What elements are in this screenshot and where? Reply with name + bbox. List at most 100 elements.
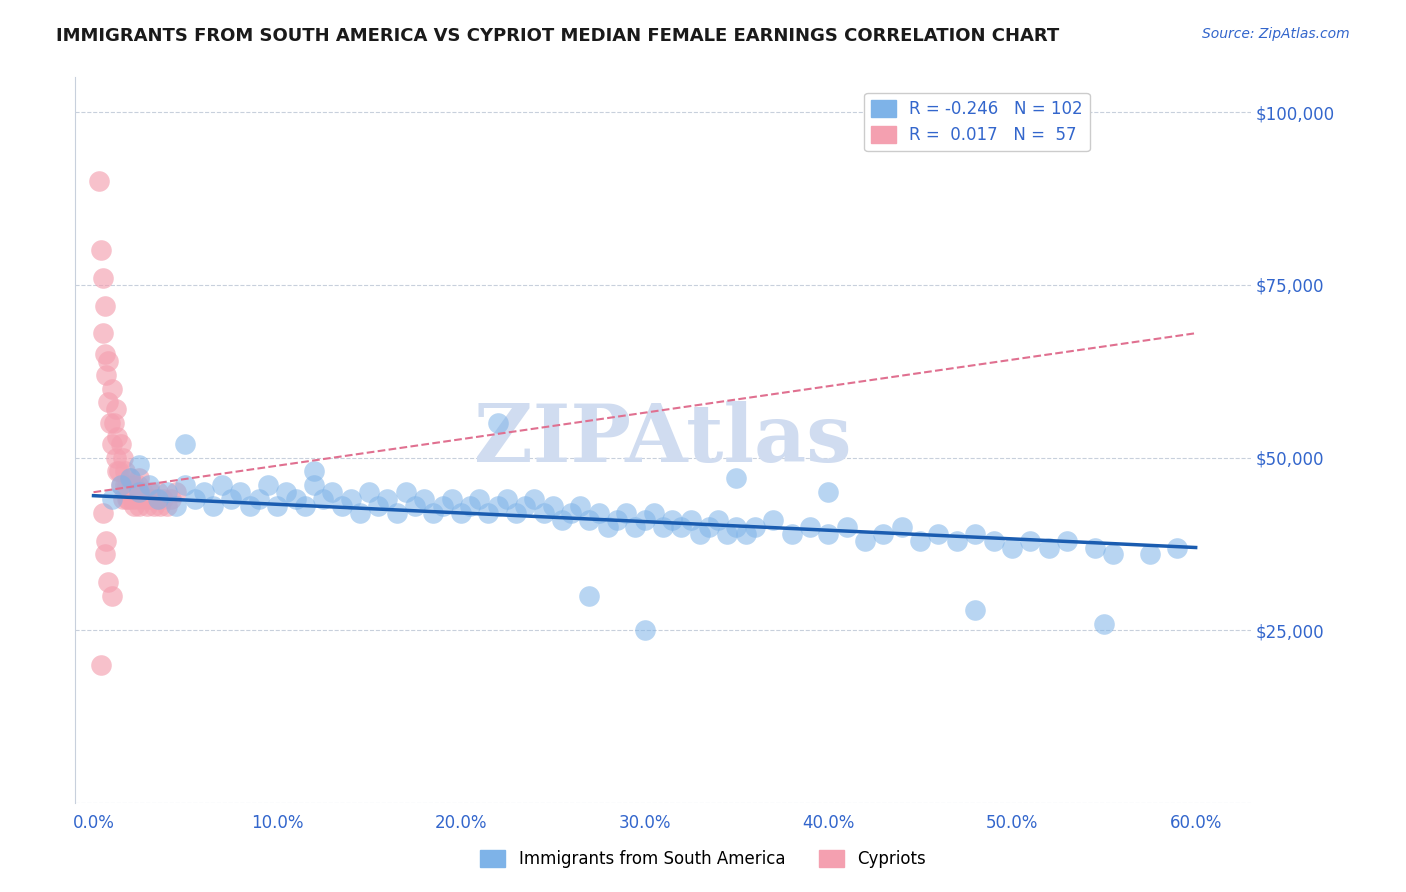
Point (138, 492, 160, 507)
Point (110, 437, 132, 451)
Point (505, 506, 527, 520)
Point (1092, 616, 1115, 631)
Point (174, 437, 197, 451)
Point (780, 526, 803, 541)
Point (744, 520, 766, 534)
Point (330, 499, 353, 513)
Point (101, 382, 124, 396)
Point (294, 499, 316, 513)
Text: Source: ZipAtlas.com: Source: ZipAtlas.com (1202, 27, 1350, 41)
Point (96, 368, 118, 382)
Point (103, 416, 125, 430)
Point (633, 624, 655, 638)
Point (145, 492, 167, 507)
Point (152, 492, 174, 507)
Point (1084, 541, 1107, 555)
Point (97, 575, 120, 590)
Point (128, 485, 150, 500)
Point (146, 492, 169, 507)
Point (1038, 541, 1060, 555)
Point (97, 395, 120, 409)
Legend: Immigrants from South America, Cypriots: Immigrants from South America, Cypriots (474, 843, 932, 875)
Point (105, 430, 128, 444)
Point (132, 485, 155, 500)
Point (321, 485, 343, 500)
Point (117, 492, 139, 507)
Point (853, 533, 876, 548)
Point (762, 513, 785, 527)
Point (716, 526, 738, 541)
Point (122, 478, 145, 492)
Point (578, 589, 600, 603)
Point (1019, 533, 1042, 548)
Point (146, 485, 169, 500)
Point (422, 506, 444, 520)
Point (377, 492, 399, 507)
Point (284, 492, 307, 507)
Point (440, 492, 463, 507)
Point (946, 533, 969, 548)
Point (633, 513, 655, 527)
Point (1056, 533, 1078, 548)
Point (90, 244, 112, 258)
Point (90, 658, 112, 673)
Point (276, 485, 298, 500)
Point (799, 520, 821, 534)
Point (174, 478, 197, 492)
Point (87, 174, 110, 188)
Point (606, 513, 628, 527)
Point (104, 450, 127, 465)
Point (104, 402, 127, 417)
Point (122, 499, 145, 513)
Point (121, 492, 143, 507)
Point (432, 499, 454, 513)
Point (266, 499, 288, 513)
Point (357, 485, 380, 500)
Point (101, 437, 124, 451)
Point (697, 520, 720, 534)
Point (908, 533, 931, 548)
Point (1166, 541, 1188, 555)
Legend: R = -0.246   N = 102, R =  0.017   N =  57: R = -0.246 N = 102, R = 0.017 N = 57 (865, 93, 1090, 151)
Point (165, 499, 187, 513)
Point (643, 506, 665, 520)
Point (98, 416, 121, 430)
Point (312, 492, 335, 507)
Point (115, 492, 138, 507)
Point (486, 416, 509, 430)
Point (495, 492, 517, 507)
Point (156, 499, 179, 513)
Point (101, 492, 124, 507)
Point (229, 485, 252, 500)
Point (468, 492, 491, 507)
Point (1139, 548, 1161, 562)
Point (817, 485, 839, 500)
Point (128, 499, 150, 513)
Point (734, 526, 756, 541)
Point (149, 499, 172, 513)
Point (125, 492, 148, 507)
Point (835, 520, 858, 534)
Point (128, 458, 150, 472)
Point (339, 492, 361, 507)
Point (965, 526, 987, 541)
Point (413, 492, 436, 507)
Point (927, 526, 949, 541)
Point (91, 506, 114, 520)
Point (201, 499, 224, 513)
Point (725, 520, 748, 534)
Point (114, 465, 136, 479)
Point (127, 478, 149, 492)
Point (221, 492, 243, 507)
Point (120, 485, 142, 500)
Point (141, 492, 163, 507)
Point (725, 471, 748, 485)
Point (193, 485, 215, 500)
Point (93, 347, 115, 361)
Point (385, 506, 408, 520)
Point (523, 492, 546, 507)
Point (93, 299, 115, 313)
Point (541, 499, 564, 513)
Point (458, 499, 481, 513)
Point (578, 513, 600, 527)
